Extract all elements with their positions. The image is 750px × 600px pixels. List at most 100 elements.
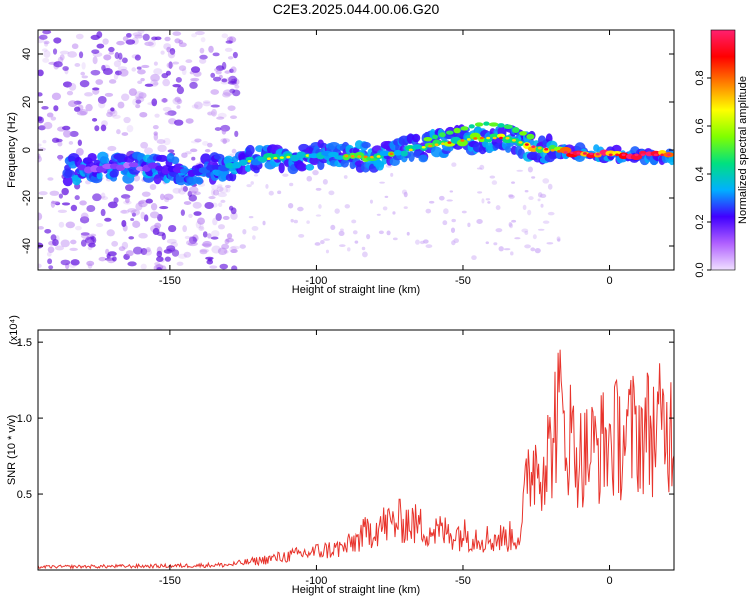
- ridge-blob: [373, 160, 385, 168]
- noise-speckle: [164, 197, 170, 203]
- noise-speckle: [110, 107, 115, 112]
- ridge-peak: [602, 153, 607, 156]
- noise-speckle: [347, 247, 351, 252]
- noise-speckle: [113, 72, 119, 80]
- noise-speckle: [177, 253, 187, 259]
- ridge-blob: [309, 156, 320, 166]
- noise-speckle: [106, 229, 115, 237]
- noise-speckle: [199, 58, 207, 64]
- noise-speckle: [338, 230, 345, 237]
- noise-speckle: [194, 138, 202, 143]
- noise-speckle: [231, 265, 238, 270]
- noise-speckle: [135, 96, 145, 103]
- noise-speckle: [229, 246, 237, 253]
- noise-speckle: [140, 141, 149, 149]
- noise-speckle: [228, 205, 234, 211]
- noise-speckle: [154, 36, 162, 41]
- noise-speckle: [103, 54, 112, 61]
- ridge-peak: [286, 155, 291, 159]
- noise-speckle: [224, 184, 231, 189]
- noise-speckle: [289, 182, 294, 187]
- noise-speckle: [406, 231, 410, 236]
- noise-speckle: [134, 34, 143, 39]
- noise-speckle: [208, 195, 216, 200]
- noise-speckle: [481, 198, 485, 204]
- noise-speckle: [537, 228, 545, 231]
- noise-speckle: [487, 201, 491, 204]
- noise-speckle: [230, 212, 238, 220]
- noise-speckle: [140, 263, 147, 270]
- colorbar-tick-label: 0.0: [694, 262, 706, 277]
- colorbar-label: Normalized spectral amplitude: [737, 76, 749, 224]
- y-tick-label: 40: [21, 48, 33, 60]
- noise-speckle: [328, 190, 335, 196]
- noise-speckle: [125, 184, 134, 192]
- noise-speckle: [163, 137, 171, 146]
- noise-speckle: [268, 190, 274, 196]
- noise-speckle: [117, 101, 125, 109]
- y-tick-label: 1.5: [17, 337, 32, 349]
- noise-speckle: [212, 217, 218, 226]
- noise-speckle: [73, 106, 81, 112]
- ridge-branch: [488, 122, 499, 127]
- noise-speckle: [217, 192, 227, 198]
- noise-speckle: [425, 244, 433, 249]
- noise-speckle: [220, 199, 226, 203]
- x-tick-label: -100: [305, 275, 327, 287]
- noise-speckle: [38, 226, 44, 230]
- ridge-branch: [468, 124, 475, 129]
- noise-speckle: [290, 218, 294, 223]
- noise-speckle: [516, 169, 524, 172]
- ridge-branch: [483, 121, 490, 126]
- noise-speckle: [230, 66, 237, 74]
- noise-speckle: [38, 92, 43, 97]
- noise-speckle: [38, 155, 42, 163]
- noise-speckle: [111, 240, 119, 247]
- noise-speckle: [298, 233, 305, 238]
- noise-speckle: [79, 108, 88, 116]
- noise-speckle: [176, 261, 184, 266]
- noise-speckle: [128, 236, 135, 240]
- noise-speckle: [451, 162, 457, 167]
- noise-speckle: [172, 97, 182, 105]
- noise-speckle: [181, 68, 187, 76]
- y-tick-label: 0: [21, 147, 33, 153]
- noise-speckle: [76, 110, 87, 116]
- ridge-blob: [361, 141, 371, 149]
- noise-speckle: [43, 30, 48, 37]
- noise-speckle: [38, 69, 44, 77]
- noise-speckle: [530, 247, 536, 252]
- noise-speckle: [476, 167, 482, 170]
- ridge-peak: [524, 143, 529, 146]
- noise-speckle: [172, 187, 181, 194]
- noise-speckle: [47, 246, 55, 254]
- ridge-blob: [245, 144, 255, 156]
- noise-speckle: [92, 56, 98, 65]
- noise-speckle: [542, 178, 550, 184]
- noise-speckle: [306, 220, 310, 224]
- noise-speckle: [207, 111, 213, 116]
- noise-speckle: [390, 172, 394, 177]
- noise-speckle: [161, 72, 169, 79]
- ridge-peak: [615, 153, 620, 157]
- noise-speckle: [467, 222, 471, 228]
- y-tick-label: -20: [21, 190, 33, 206]
- noise-speckle: [125, 196, 130, 204]
- noise-speckle: [136, 66, 142, 70]
- snr-y-ticks: 0.5 1.0 1.5: [17, 337, 674, 501]
- noise-speckle: [152, 81, 159, 86]
- noise-speckle: [68, 82, 77, 91]
- ridge-core: [328, 151, 339, 158]
- noise-speckle: [197, 217, 205, 225]
- noise-speckle: [80, 212, 89, 221]
- noise-speckle: [120, 209, 130, 214]
- ridge-core: [496, 133, 506, 139]
- noise-speckle: [414, 239, 420, 245]
- noise-speckle: [96, 31, 103, 39]
- noise-speckle: [79, 216, 90, 224]
- ridge-peak: [428, 144, 433, 148]
- noise-speckle: [231, 148, 237, 154]
- noise-speckle: [134, 54, 141, 61]
- noise-speckle: [318, 204, 322, 209]
- noise-speckle: [53, 37, 62, 44]
